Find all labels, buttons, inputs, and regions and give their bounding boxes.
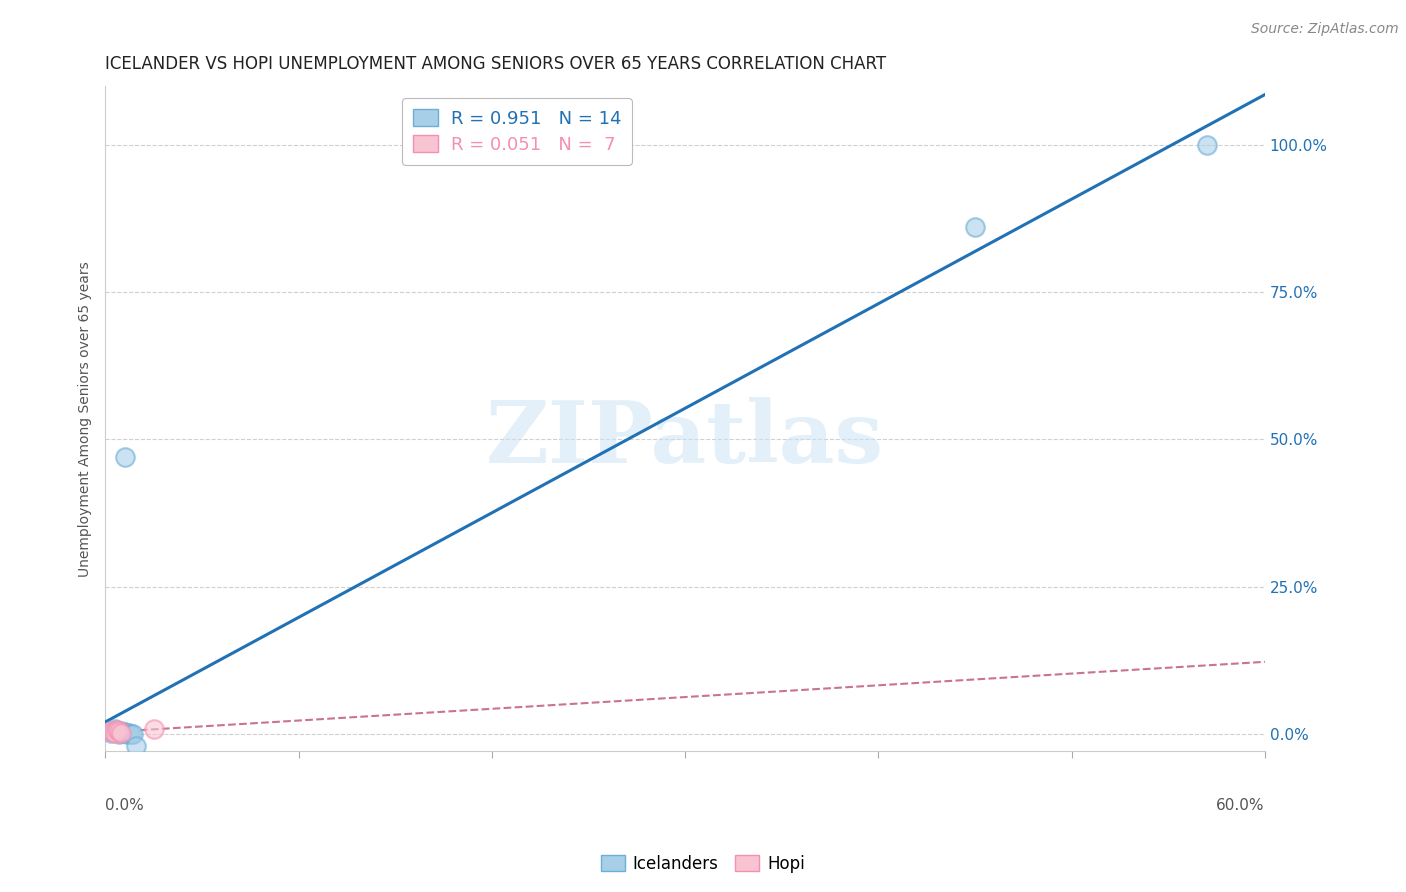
Point [120, 727, 142, 741]
Point [103, 725, 125, 739]
Text: ICELANDER VS HOPI UNEMPLOYMENT AMONG SENIORS OVER 65 YEARS CORRELATION CHART: ICELANDER VS HOPI UNEMPLOYMENT AMONG SEN… [105, 55, 887, 73]
Text: ZIPatlas: ZIPatlas [486, 397, 884, 481]
Point [142, 722, 165, 736]
Point [105, 725, 128, 739]
Point [1195, 137, 1218, 152]
Legend: R = 0.951   N = 14, R = 0.051   N =  7: R = 0.951 N = 14, R = 0.051 N = 7 [402, 98, 633, 165]
Point [104, 725, 127, 739]
Point [100, 725, 122, 739]
Text: 0.0%: 0.0% [105, 798, 145, 814]
Point [114, 450, 136, 464]
Point [115, 727, 138, 741]
Point [118, 725, 141, 739]
Y-axis label: Unemployment Among Seniors over 65 years: Unemployment Among Seniors over 65 years [79, 260, 93, 576]
Legend: Icelanders, Hopi: Icelanders, Hopi [595, 848, 811, 880]
Point [121, 727, 143, 741]
Point [105, 723, 128, 738]
Point [110, 725, 132, 739]
Point [125, 739, 148, 753]
Point [100, 723, 122, 738]
Point [963, 220, 986, 235]
Text: Source: ZipAtlas.com: Source: ZipAtlas.com [1251, 22, 1399, 37]
Point [104, 722, 127, 736]
Point [114, 725, 136, 739]
Point [108, 724, 131, 739]
Point [110, 723, 132, 738]
Text: 60.0%: 60.0% [1216, 798, 1265, 814]
Point [108, 727, 131, 741]
Point [111, 726, 134, 740]
